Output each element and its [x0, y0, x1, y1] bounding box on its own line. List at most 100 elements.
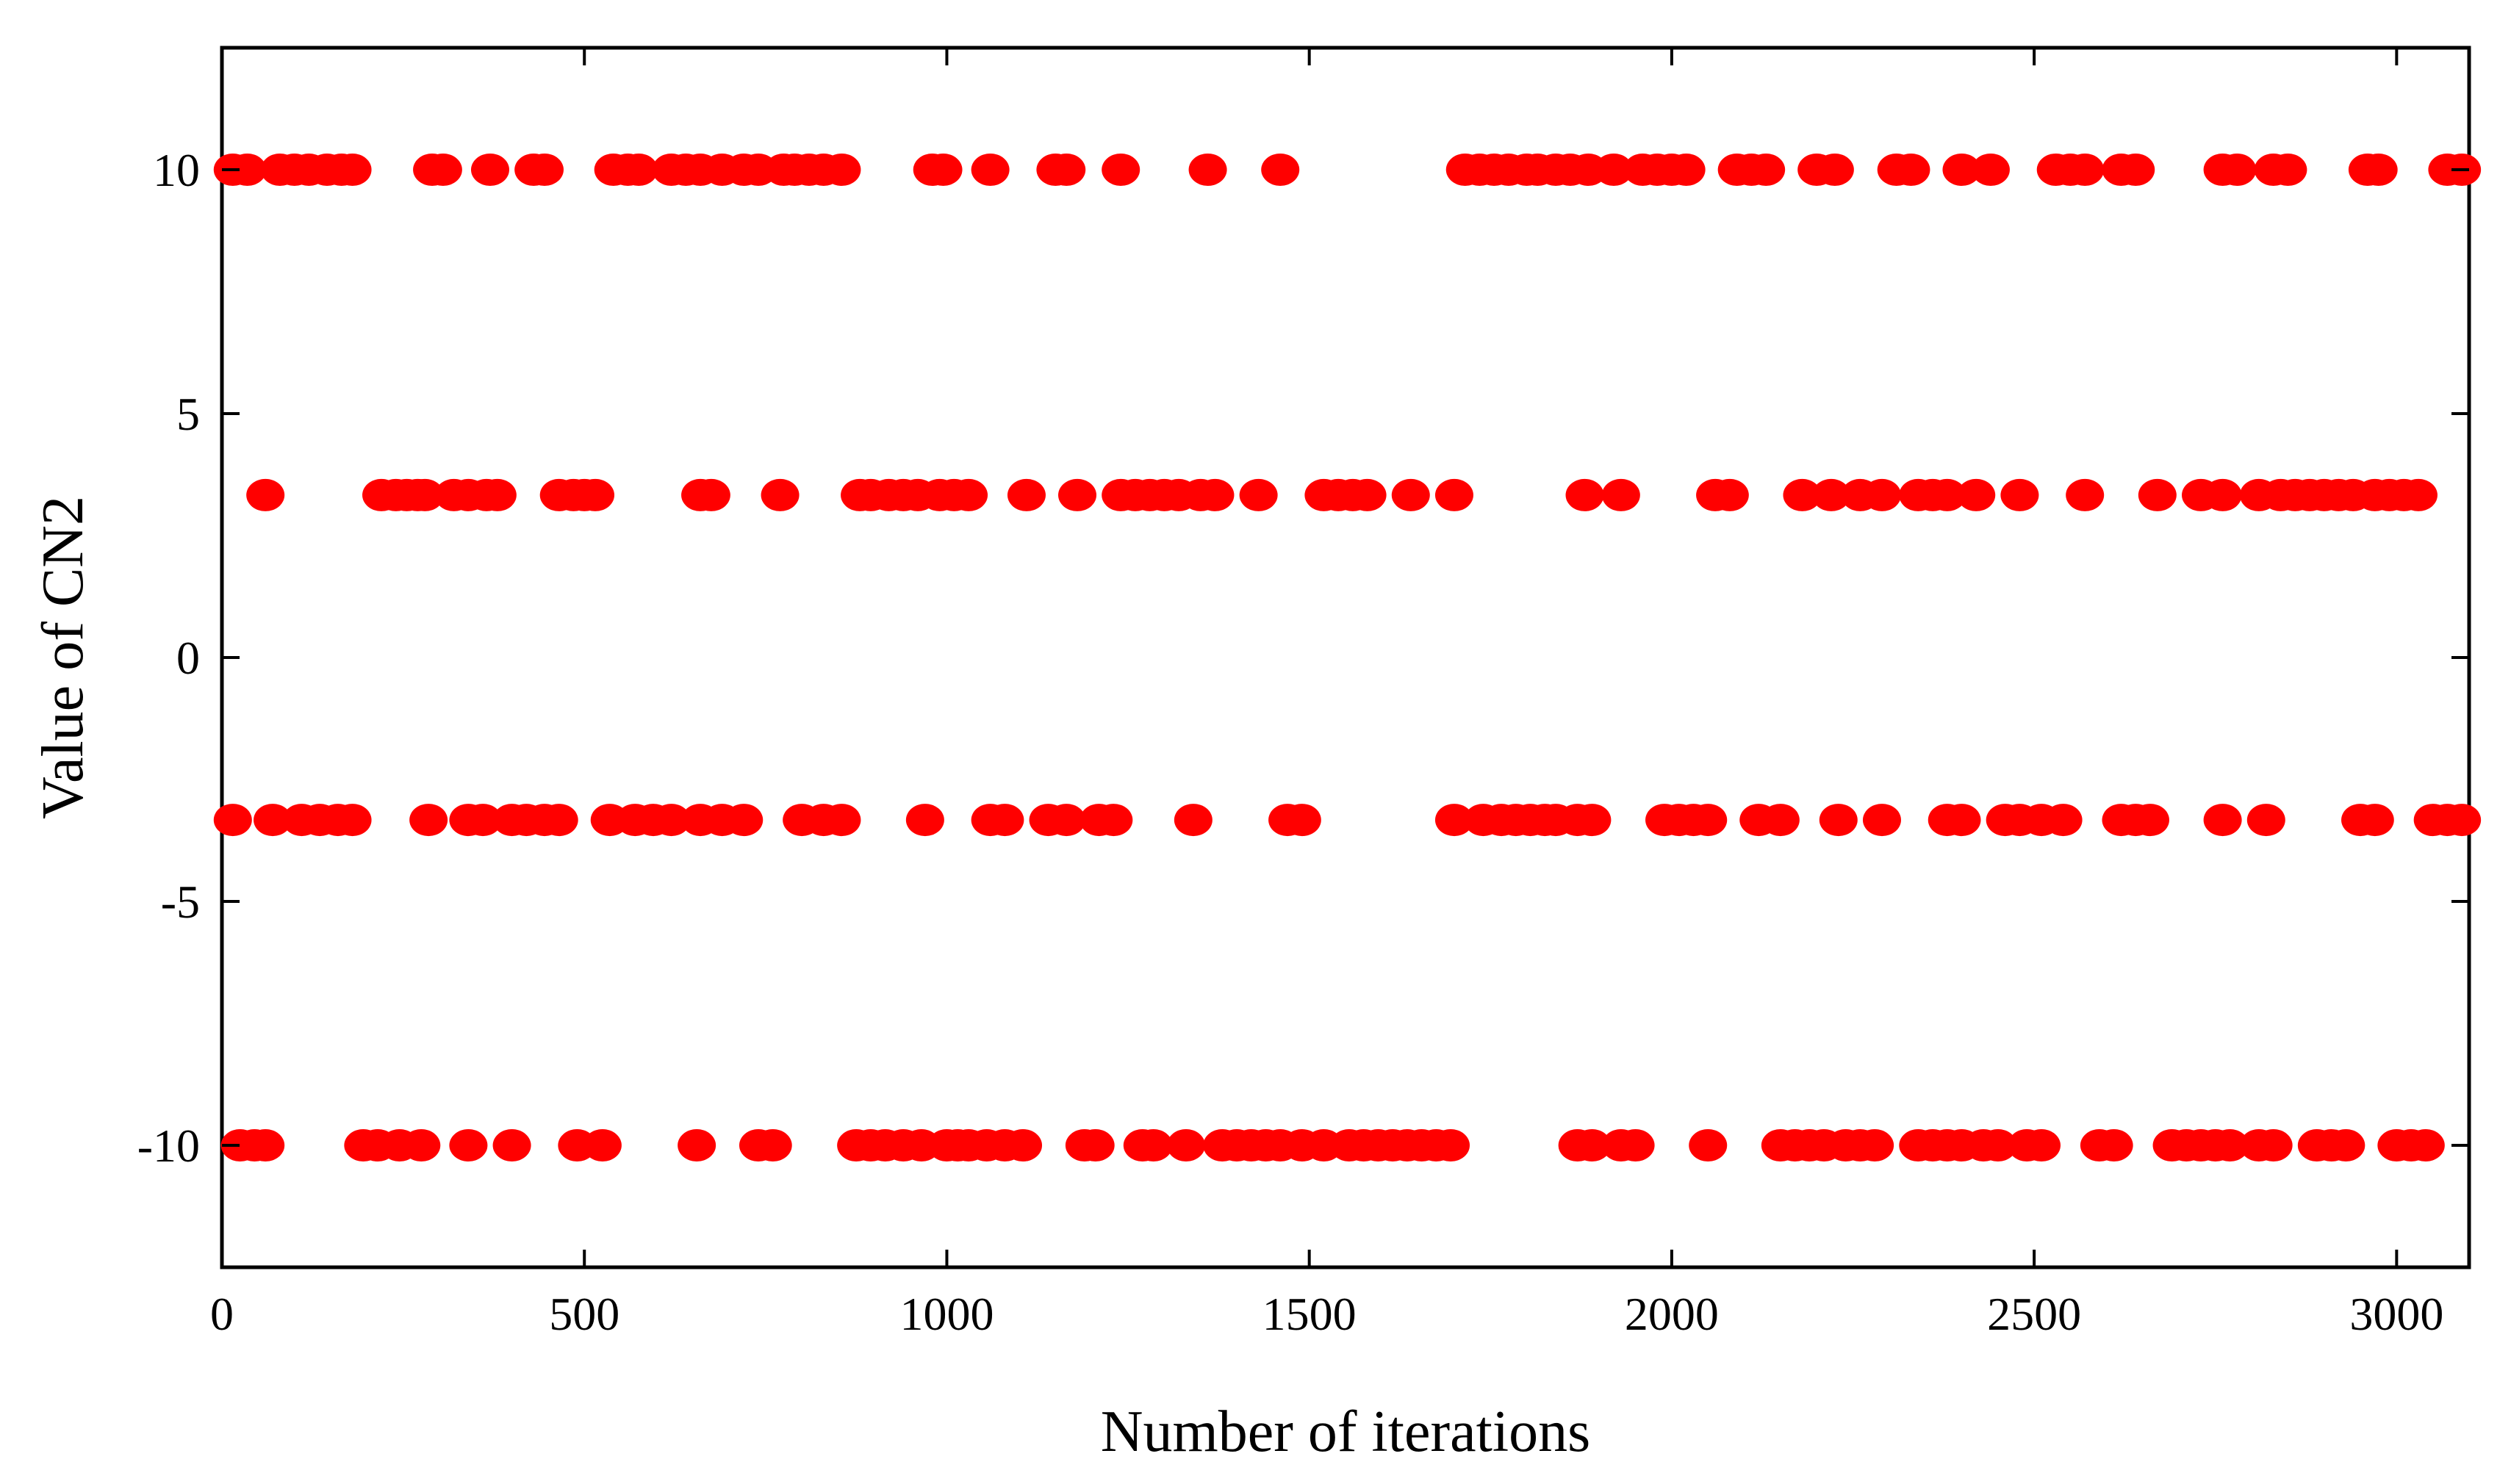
data-point — [1196, 478, 1235, 511]
data-point — [2210, 1129, 2249, 1161]
data-point — [213, 804, 252, 837]
x-tick-label: 1000 — [899, 1288, 994, 1340]
data-point — [333, 804, 372, 837]
data-point — [423, 154, 462, 186]
y-axis-ticks: 10 5 0 -5 -10 — [137, 144, 2469, 1172]
data-point — [1047, 804, 1086, 837]
data-point — [822, 804, 861, 837]
data-point — [905, 804, 944, 837]
data-point — [449, 1129, 488, 1161]
data-point — [406, 478, 445, 511]
data-point — [2203, 478, 2242, 511]
data-point — [1689, 1129, 1728, 1161]
data-point — [1957, 478, 1996, 511]
data-point — [1819, 804, 1858, 837]
data-point — [1594, 154, 1633, 186]
data-point — [619, 154, 658, 186]
data-point — [971, 154, 1010, 186]
data-point — [1942, 154, 1981, 186]
data-point — [1862, 804, 1901, 837]
data-point — [228, 154, 267, 186]
data-point — [583, 1129, 622, 1161]
y-tick-label: 0 — [176, 632, 200, 684]
data-point — [2268, 154, 2307, 186]
data-point — [1573, 1129, 1612, 1161]
data-point — [1188, 154, 1227, 186]
data-point — [1616, 1129, 1655, 1161]
data-point — [691, 478, 730, 511]
data-point — [1007, 478, 1046, 511]
data-point — [1942, 804, 1981, 837]
data-point — [1282, 804, 1321, 837]
x-axis-title: Number of iterations — [1101, 1400, 1590, 1464]
data-point — [1134, 1129, 1173, 1161]
data-point — [576, 478, 615, 511]
data-point — [2246, 804, 2285, 837]
data-point — [1434, 804, 1473, 837]
data-point — [1892, 154, 1930, 186]
data-point — [1710, 478, 1749, 511]
data-point — [1094, 804, 1133, 837]
data-point — [1239, 478, 1278, 511]
y-tick-label: -10 — [137, 1120, 200, 1172]
data-point — [2044, 804, 2083, 837]
y-tick-label: -5 — [161, 876, 200, 928]
data-point — [761, 478, 800, 511]
data-point — [753, 1129, 792, 1161]
data-point — [1174, 804, 1213, 837]
x-tick-label: 2500 — [1987, 1288, 2081, 1340]
data-point — [409, 804, 448, 837]
data-point — [1815, 154, 1854, 186]
data-point — [1862, 478, 1901, 511]
data-point — [985, 804, 1024, 837]
x-tick-label: 500 — [549, 1288, 619, 1340]
data-point — [1434, 478, 1473, 511]
data-point — [2203, 804, 2242, 837]
data-point — [1971, 154, 2010, 186]
data-point — [333, 154, 372, 186]
data-point — [2399, 478, 2438, 511]
data-point — [2327, 1129, 2365, 1161]
data-point — [464, 804, 503, 837]
data-point — [678, 1129, 716, 1161]
data-point — [1978, 1129, 2017, 1161]
data-point — [2218, 154, 2257, 186]
data-point — [402, 1129, 441, 1161]
data-point — [1076, 1129, 1115, 1161]
data-point — [1348, 478, 1387, 511]
y-axis-title: Value of CN2 — [31, 496, 96, 819]
data-point — [2130, 804, 2169, 837]
data-point — [2022, 1129, 2061, 1161]
data-point — [1747, 154, 1786, 186]
x-tick-label: 3000 — [2349, 1288, 2443, 1340]
data-point — [1058, 478, 1097, 511]
data-point — [1047, 154, 1086, 186]
data-point — [2355, 804, 2394, 837]
data-point — [2116, 154, 2155, 186]
data-point — [525, 154, 564, 186]
data-point — [1761, 804, 1800, 837]
y-tick-label: 10 — [153, 144, 200, 196]
data-point — [246, 478, 285, 511]
data-point — [1102, 154, 1140, 186]
data-point — [1811, 478, 1850, 511]
data-point — [478, 478, 517, 511]
data-point — [2443, 804, 2482, 837]
x-tick-label: 1500 — [1262, 1288, 1357, 1340]
data-point — [2066, 478, 2105, 511]
data-point — [1601, 478, 1640, 511]
data-point — [2094, 1129, 2133, 1161]
y-tick-label: 5 — [176, 388, 200, 440]
data-point — [246, 1129, 285, 1161]
data-point — [949, 478, 988, 511]
x-axis-ticks: 0 500 1000 1500 2000 2500 3000 — [210, 48, 2443, 1340]
data-point — [1565, 478, 1604, 511]
data-point — [539, 804, 578, 837]
plot-frame — [220, 46, 2471, 1269]
x-tick-label: 0 — [210, 1288, 234, 1340]
data-point — [470, 154, 509, 186]
data-point — [1391, 478, 1430, 511]
data-point — [1928, 478, 1966, 511]
data-point — [492, 1129, 531, 1161]
